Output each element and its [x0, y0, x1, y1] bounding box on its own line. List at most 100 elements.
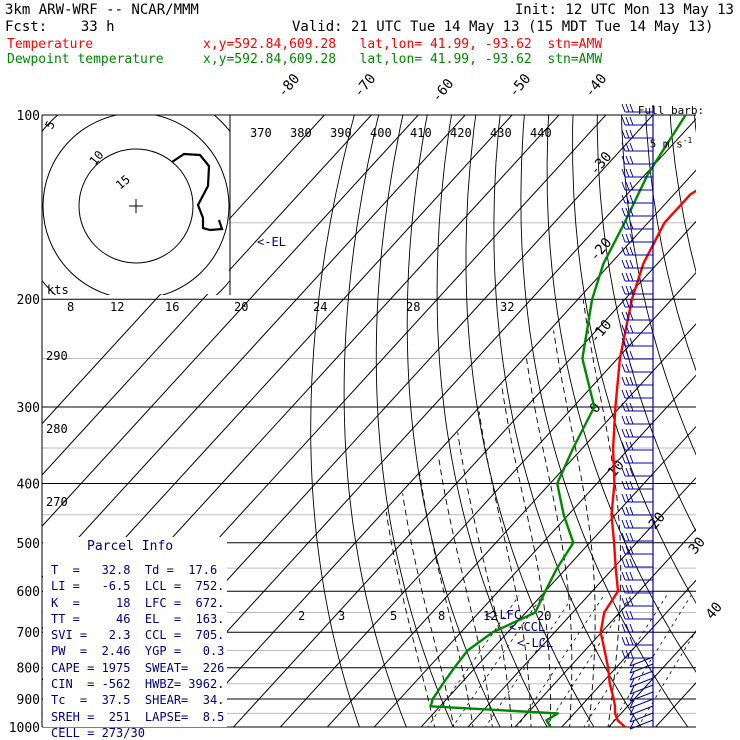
barb-flag: [621, 181, 626, 191]
barb-shaft: [629, 712, 654, 723]
barb-flag: [629, 298, 634, 308]
barb-flag: [629, 311, 634, 321]
barb-flag: [625, 272, 630, 282]
moist-adiabat: [553, 330, 596, 727]
parcel-info-row: Tc = 37.5 SHEAR= 34.: [51, 693, 225, 708]
barb-flag: [621, 233, 626, 243]
barb-flag: [621, 298, 626, 308]
barb-shaft: [629, 670, 654, 681]
barb-shaft: [629, 684, 654, 695]
wind-barb: [629, 663, 654, 674]
theta-label: 390: [330, 126, 352, 140]
wind-barb: [621, 441, 653, 451]
mixing-ratio-line: [452, 595, 543, 727]
wind-barb: [621, 103, 653, 113]
barb-flag: [621, 220, 626, 230]
theta-label: 440: [530, 126, 552, 140]
barb-flag: [625, 454, 630, 464]
barb-flag: [629, 649, 634, 659]
barb-flag: [629, 285, 634, 295]
isotherm: [514, 528, 696, 727]
barb-shaft: [629, 719, 654, 730]
mixing-ratio-label: 5: [390, 609, 397, 623]
el-marker: <-EL: [257, 235, 286, 249]
mixing-ratio-label: 32: [500, 300, 514, 314]
barb-flag: [625, 584, 630, 594]
mixing-ratio-line: [427, 595, 520, 727]
barb-flag: [621, 532, 626, 542]
barb-flag: [621, 194, 626, 204]
barb-flag: [629, 116, 634, 126]
wind-barb: [621, 415, 653, 425]
barb-flag: [621, 103, 626, 113]
parcel-info-row: TT = 46 EL = 163.: [51, 611, 225, 626]
wind-barb: [629, 691, 654, 702]
barb-flag: [625, 259, 630, 269]
hodograph-ring: [78, 148, 194, 264]
barb-flag: [625, 298, 630, 308]
mixing-ratio-label: 28: [406, 300, 420, 314]
wind-barb: [621, 597, 653, 607]
barb-flag: [621, 142, 626, 152]
isotherm: [608, 630, 696, 727]
parcel-info-title: Parcel Info: [87, 539, 174, 554]
mixing-ratio-line: [484, 595, 574, 727]
barb-flag: [625, 285, 630, 295]
wind-barb: [621, 649, 653, 659]
barb-flag: [621, 116, 626, 126]
barb-flag: [621, 259, 626, 269]
barb-flag: [629, 480, 634, 490]
barb-flag: [629, 519, 634, 529]
wind-barb: [621, 142, 653, 152]
valid-time: Valid: 21 UTC Tue 14 May 13 (15 MDT Tue …: [292, 19, 714, 35]
mixing-ratio-label: 12: [483, 609, 497, 623]
wind-barb: [621, 155, 653, 165]
dry-adiabat: [520, 115, 689, 727]
barb-flag: [629, 692, 635, 702]
dry-adiabat-label: 270: [46, 495, 68, 509]
wind-barb: [621, 610, 653, 620]
barb-flag: [621, 519, 626, 529]
barb-flag: [621, 571, 626, 581]
wind-barb: [621, 168, 653, 178]
barb-flag: [629, 246, 634, 256]
barb-flag: [625, 480, 630, 490]
barb-flag: [629, 272, 634, 282]
barb-flag: [629, 506, 634, 516]
mixing-ratio-label: 8: [67, 300, 74, 314]
temperature-label: Temperature: [7, 37, 94, 52]
pressure-label-400: 400: [17, 477, 40, 492]
barb-flag: [629, 636, 634, 646]
barb-flag: [625, 506, 630, 516]
dry-adiabat: [645, 115, 696, 372]
wind-barb: [621, 324, 653, 334]
wind-barb: [621, 194, 653, 204]
barb-shaft: [629, 677, 654, 688]
temperature-line: [599, 189, 696, 727]
barb-flag: [621, 402, 626, 412]
wind-barb: [629, 670, 654, 681]
barb-flag: [621, 324, 626, 334]
barb-flag: [621, 545, 626, 555]
isotherm: [691, 87, 740, 740]
barb-flag: [621, 493, 626, 503]
barb-flag: [621, 337, 626, 347]
barb-flag: [629, 454, 634, 464]
dry-adiabat-label: 290: [46, 349, 68, 363]
wind-barb: [621, 636, 653, 646]
barb-flag: [621, 480, 626, 490]
barb-flag: [629, 623, 634, 633]
wind-barb: [621, 493, 653, 503]
isotherm: [42, 115, 326, 425]
barb-flag: [621, 454, 626, 464]
barb-flag: [625, 428, 630, 438]
barb-flag: [621, 506, 626, 516]
wind-barb: [621, 480, 653, 490]
wind-barb: [629, 705, 654, 716]
barb-flag: [629, 155, 634, 165]
hodograph-ring: [42, 115, 230, 295]
barb-flag: [625, 649, 630, 659]
barb-flag: [621, 636, 626, 646]
barb-flag: [625, 415, 630, 425]
lcl-marker: <-LCL: [517, 636, 553, 650]
